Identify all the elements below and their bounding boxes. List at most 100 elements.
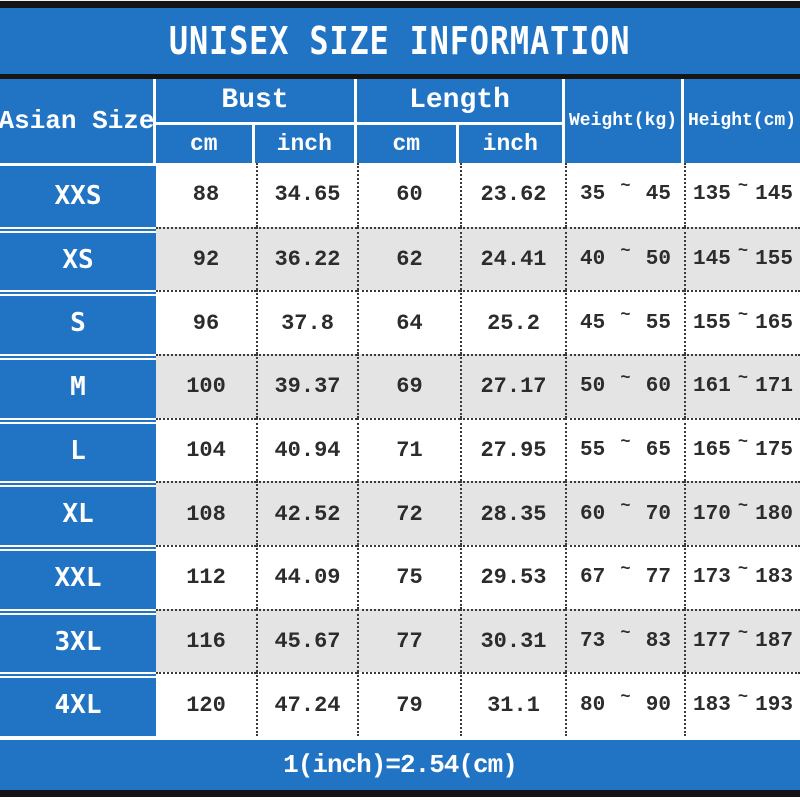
height-min: 183	[693, 693, 731, 717]
height-max: 165	[755, 311, 793, 335]
length-inch-value: 23.62	[460, 163, 565, 227]
weight-range: 40 ~ 50	[565, 226, 684, 291]
header-length-label: Length	[357, 79, 562, 125]
height-range: 177 ~ 187	[684, 608, 800, 673]
tilde-icon: ~	[737, 496, 749, 516]
header-group-bust: Bust cm inch	[156, 79, 357, 163]
tilde-icon: ~	[737, 369, 749, 389]
height-min: 161	[693, 375, 731, 399]
height-range: 170 ~ 180	[684, 481, 800, 546]
tilde-icon: ~	[737, 242, 749, 261]
height-min: 155	[693, 311, 731, 335]
tilde-icon: ~	[620, 687, 631, 707]
size-label: M	[0, 354, 156, 418]
weight-max: 60	[645, 375, 671, 399]
bust-inch-value: 40.94	[256, 417, 357, 482]
weight-min: 45	[580, 311, 606, 335]
weight-range: 80 ~ 90	[565, 672, 684, 737]
table-row: M 100 39.37 69 27.17 50 ~ 60 161 ~ 171	[0, 354, 800, 418]
height-range: 155 ~ 165	[684, 290, 800, 355]
table-row: XXL 112 44.09 75 29.53 67 ~ 77 173 ~ 183	[0, 545, 800, 609]
height-range: 135 ~ 145	[684, 163, 800, 227]
top-white-strip	[0, 0, 800, 1]
bust-cm-value: 120	[156, 672, 256, 737]
length-inch-value: 29.53	[460, 545, 565, 609]
bust-cm-value: 100	[156, 354, 256, 418]
height-max: 183	[755, 566, 793, 590]
weight-range: 55 ~ 65	[565, 417, 684, 482]
tilde-icon: ~	[737, 305, 749, 325]
title-divider	[0, 74, 800, 79]
tilde-icon: ~	[620, 369, 631, 389]
header-bust-label: Bust	[156, 79, 354, 125]
weight-max: 50	[645, 248, 671, 271]
conversion-note: 1(inch)=2.54(cm)	[283, 750, 518, 780]
tilde-icon: ~	[737, 560, 749, 580]
weight-range: 35 ~ 45	[565, 163, 684, 227]
weight-max: 83	[645, 630, 671, 654]
tilde-icon: ~	[620, 305, 631, 325]
length-cm-value: 64	[357, 290, 460, 355]
header-bust-subrow: cm inch	[156, 125, 354, 163]
length-cm-value: 75	[357, 545, 460, 609]
table-row: XS 92 36.22 62 24.41 40 ~ 50 145 ~ 155	[0, 226, 800, 291]
height-max: 193	[755, 693, 793, 717]
table-body: XXS 88 34.65 60 23.62 35 ~ 45 135 ~ 145 …	[0, 163, 800, 737]
weight-min: 67	[580, 566, 606, 590]
bust-cm-value: 88	[156, 163, 256, 227]
height-max: 171	[755, 375, 793, 399]
height-min: 173	[693, 566, 731, 590]
height-range: 161 ~ 171	[684, 354, 800, 418]
tilde-icon: ~	[620, 433, 631, 453]
height-max: 180	[755, 502, 793, 526]
height-max: 145	[755, 183, 793, 207]
height-range: 165 ~ 175	[684, 417, 800, 482]
bust-cm-value: 96	[156, 290, 256, 355]
title-band: UNISEX SIZE INFORMATION	[0, 8, 800, 74]
bust-inch-value: 45.67	[256, 608, 357, 673]
length-inch-value: 27.17	[460, 354, 565, 418]
length-cm-value: 72	[357, 481, 460, 546]
tilde-icon: ~	[620, 560, 631, 580]
weight-min: 55	[580, 439, 606, 463]
size-label: XL	[0, 481, 156, 546]
tilde-icon: ~	[620, 177, 631, 197]
footer-divider	[0, 736, 800, 740]
table-row: XL 108 42.52 72 28.35 60 ~ 70 170 ~ 180	[0, 481, 800, 546]
weight-max: 90	[645, 693, 671, 717]
table-row: 4XL 120 47.24 79 31.1 80 ~ 90 183 ~ 193	[0, 672, 800, 737]
weight-range: 50 ~ 60	[565, 354, 684, 418]
height-range: 145 ~ 155	[684, 226, 800, 291]
size-label: XS	[0, 226, 156, 291]
header-group-length: Length cm inch	[357, 79, 565, 163]
header-length-cm: cm	[357, 125, 459, 163]
table-row: L 104 40.94 71 27.95 55 ~ 65 165 ~ 175	[0, 417, 800, 482]
bust-inch-value: 34.65	[256, 163, 357, 227]
size-label: 3XL	[0, 608, 156, 673]
tilde-icon: ~	[620, 624, 631, 644]
bust-cm-value: 112	[156, 545, 256, 609]
header-length-inch: inch	[482, 131, 538, 157]
table-row: XXS 88 34.65 60 23.62 35 ~ 45 135 ~ 145	[0, 163, 800, 227]
header-bust-inch: inch	[276, 131, 332, 157]
length-inch-value: 30.31	[460, 608, 565, 673]
length-cm-value: 79	[357, 672, 460, 737]
length-cm-value: 60	[357, 163, 460, 227]
weight-min: 40	[580, 248, 606, 271]
height-range: 173 ~ 183	[684, 545, 800, 609]
weight-min: 60	[580, 502, 606, 526]
weight-min: 35	[580, 183, 606, 207]
weight-min: 50	[580, 375, 606, 399]
weight-min: 73	[580, 630, 606, 654]
page-title: UNISEX SIZE INFORMATION	[169, 19, 631, 63]
weight-max: 65	[645, 439, 671, 463]
tilde-icon: ~	[620, 496, 631, 516]
table-header: Asian Size Bust cm inch Length cm inch W…	[0, 79, 800, 163]
weight-min: 80	[580, 693, 606, 717]
top-black-bar	[0, 1, 800, 8]
weight-max: 45	[645, 183, 671, 207]
weight-range: 60 ~ 70	[565, 481, 684, 546]
tilde-icon: ~	[737, 433, 749, 453]
header-bust-cm: cm	[156, 125, 255, 163]
